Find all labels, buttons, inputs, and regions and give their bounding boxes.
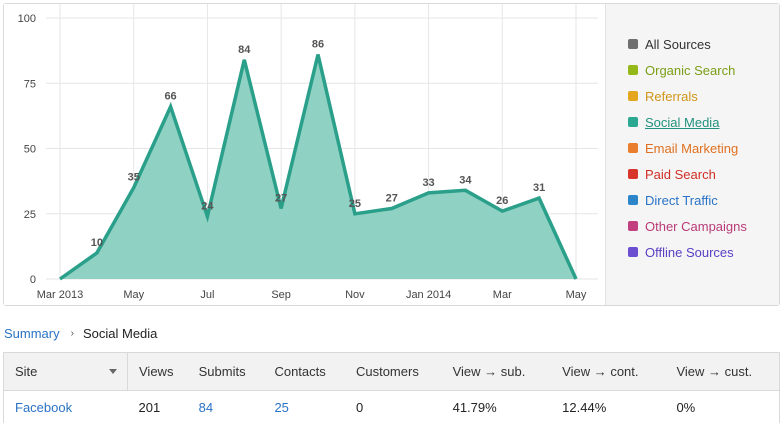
legend-label: All Sources — [645, 36, 711, 52]
data-label: 66 — [164, 91, 176, 103]
data-label: 27 — [275, 193, 287, 205]
data-label: 33 — [422, 177, 434, 189]
column-header-views: Views — [127, 352, 188, 391]
column-header-view-cont: View → cont. — [551, 352, 666, 391]
table-row: Facebook 201 84 25 0 41.79% 12.44% 0% — [3, 390, 781, 423]
data-label: 26 — [496, 195, 508, 207]
legend-label: Referrals — [645, 88, 698, 104]
data-label: 84 — [238, 44, 251, 56]
legend-swatch — [628, 247, 638, 257]
x-axis-ticks: Mar 2013 May Jul Sep Nov Jan 2014 Mar May — [37, 289, 587, 301]
data-label: 31 — [533, 182, 545, 194]
data-label: 24 — [201, 200, 214, 212]
x-tick-label: Sep — [271, 289, 291, 301]
legend-label: Direct Traffic — [645, 192, 718, 208]
legend-swatch — [628, 195, 638, 205]
breadcrumb: Summary › Social Media — [4, 326, 157, 341]
data-label: 25 — [349, 198, 361, 210]
legend-item-offline-sources[interactable]: Offline Sources — [628, 239, 779, 265]
legend-item-organic-search[interactable]: Organic Search — [628, 57, 779, 83]
legend-item-all-sources[interactable]: All Sources — [628, 31, 779, 57]
data-labels: 10 35 66 24 84 27 86 25 27 33 34 26 31 — [91, 39, 546, 249]
data-label: 35 — [128, 172, 140, 184]
series-line-social-media — [58, 54, 578, 281]
y-axis-ticks: 0 25 50 75 100 — [18, 13, 36, 286]
legend-swatch — [628, 221, 638, 231]
column-header-label: Site — [15, 364, 38, 379]
breadcrumb-separator-icon: › — [70, 328, 74, 339]
y-tick-label: 0 — [30, 274, 36, 286]
data-label: 27 — [386, 193, 398, 205]
x-tick-label: May — [566, 289, 587, 301]
chevron-down-icon[interactable] — [109, 369, 117, 374]
y-tick-label: 75 — [24, 78, 36, 90]
y-tick-label: 25 — [24, 209, 36, 221]
site-link-facebook[interactable]: Facebook — [15, 400, 73, 416]
x-tick-label: Mar — [493, 289, 512, 301]
data-label: 10 — [91, 237, 103, 249]
table-header-row: Site Views Submits Contacts Customers Vi… — [3, 352, 781, 391]
legend-swatch — [628, 65, 638, 75]
y-tick-label: 50 — [24, 144, 36, 156]
legend-label: Offline Sources — [645, 244, 734, 260]
legend-label: Email Marketing — [645, 140, 739, 156]
x-tick-label: Jan 2014 — [406, 289, 451, 301]
plot-area: 0 25 50 75 100 Mar 2013 May Jul Sep Nov Jan 2014 M… — [4, 4, 605, 305]
x-tick-label: Jul — [200, 289, 214, 301]
sources-table: Site Views Submits Contacts Customers Vi… — [3, 352, 781, 423]
data-label: 86 — [312, 39, 324, 51]
legend-item-paid-search[interactable]: Paid Search — [628, 161, 779, 187]
column-header-submits: Submits — [187, 352, 264, 391]
x-tick-label: Mar 2013 — [37, 289, 83, 301]
y-tick-label: 100 — [18, 13, 36, 25]
breadcrumb-current: Social Media — [82, 326, 158, 341]
legend-label: Other Campaigns — [645, 218, 747, 234]
legend-swatch — [628, 39, 638, 49]
cell-customers: 0 — [355, 400, 364, 416]
data-label: 34 — [459, 174, 472, 186]
cell-submits: 84 — [188, 391, 264, 423]
legend-label: Social Media — [645, 114, 720, 130]
breadcrumb-summary-link[interactable]: Summary — [4, 326, 60, 341]
x-tick-label: May — [123, 289, 144, 301]
cell-view-cont: 12.44% — [562, 400, 607, 416]
legend-label: Organic Search — [645, 62, 736, 78]
cell-view-cust: 0% — [665, 390, 781, 423]
series-area-social-media — [60, 54, 576, 279]
legend-label: Paid Search — [645, 166, 716, 182]
legend-item-referrals[interactable]: Referrals — [628, 83, 779, 109]
legend-swatch — [628, 169, 638, 179]
legend-item-direct-traffic[interactable]: Direct Traffic — [628, 187, 779, 213]
cell-view-sub: 41.79% — [452, 400, 497, 416]
column-header-contacts: Contacts — [263, 352, 345, 391]
legend-swatch — [628, 117, 638, 127]
legend-item-other-campaigns[interactable]: Other Campaigns — [628, 213, 779, 239]
legend-swatch — [628, 143, 638, 153]
column-header-customers: Customers — [344, 352, 442, 391]
submits-link[interactable]: 84 — [198, 400, 214, 416]
cell-views: 201 — [138, 400, 161, 416]
cell-contacts: 25 — [263, 391, 345, 423]
legend: All Sources Organic Search Referrals Social… — [605, 4, 779, 305]
contacts-link[interactable]: 25 — [274, 400, 289, 416]
column-header-view-cust: View → cust. — [665, 352, 781, 391]
legend-swatch — [628, 91, 638, 101]
column-header-site[interactable]: Site — [3, 352, 128, 391]
x-tick-label: Nov — [345, 289, 365, 301]
chart-panel: 0 25 50 75 100 Mar 2013 May Jul Sep Nov Jan 2014 M… — [3, 3, 780, 306]
cell-site: Facebook — [3, 390, 128, 423]
legend-item-email-marketing[interactable]: Email Marketing — [628, 135, 779, 161]
column-header-view-sub: View → sub. — [441, 352, 552, 391]
legend-item-social-media[interactable]: Social Media — [628, 109, 779, 135]
